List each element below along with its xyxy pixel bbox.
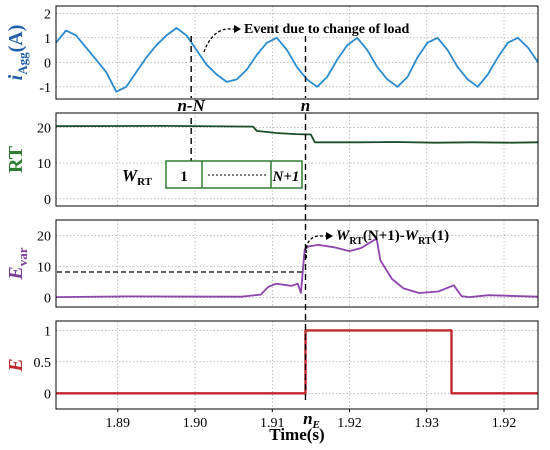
w-rt-sub: RT xyxy=(137,176,153,188)
x-tick-label-1: 1.90 xyxy=(183,416,208,431)
label-n-e: nE xyxy=(303,409,320,431)
x-tick-label-5: 1.92 xyxy=(492,416,517,431)
event-ylabel-main: E xyxy=(5,358,27,372)
current-ylabel-tail: (A) xyxy=(5,25,27,53)
event-series-line-0 xyxy=(56,329,538,395)
formula-w1: W xyxy=(336,228,351,244)
rt-ytick-label-1: 10 xyxy=(37,157,51,172)
window-box-last: N+1 xyxy=(272,169,300,185)
label-n-e-main: n xyxy=(303,409,312,428)
event-axes-frame xyxy=(55,320,539,410)
current-ylabel-sub: Agg xyxy=(15,52,30,75)
formula-t1: (N+1)- xyxy=(363,228,405,244)
event-arrow-line xyxy=(203,28,234,53)
formula-s2: RT xyxy=(418,236,432,247)
evar-ytick-label-2: 0 xyxy=(44,292,51,307)
evar-series-line-0 xyxy=(55,237,539,299)
event-arrow-head xyxy=(234,25,241,33)
event-label: Event due to change of load xyxy=(244,22,410,37)
evar-ytick-label-1: 10 xyxy=(37,261,51,276)
formula-label: WRT(N+1)-WRT(1) xyxy=(336,228,449,247)
formula-w2: W xyxy=(405,228,420,244)
formula-arrow-line xyxy=(305,235,326,259)
evar-ylabel-sub: var xyxy=(15,247,30,266)
formula-s1: RT xyxy=(349,236,363,247)
label-n-minus-N: n-N xyxy=(177,96,205,115)
label-n-e-sub: E xyxy=(312,419,320,431)
current-ytick-label-3: -1 xyxy=(39,81,51,96)
rt-ytick-label-2: 0 xyxy=(44,193,51,208)
event-ytick-label-1: 0.5 xyxy=(34,356,52,371)
x-tick-label-2: 1.91 xyxy=(260,416,285,431)
evar-axes-frame xyxy=(55,219,539,308)
current-series-line-0 xyxy=(55,27,539,93)
current-ytick-label-2: 0 xyxy=(44,56,51,71)
formula-arrow-head xyxy=(326,232,333,240)
event-ytick-label-0: 1 xyxy=(44,324,51,339)
event-ylabel: E xyxy=(5,358,27,372)
current-ylabel-main: i xyxy=(5,74,27,80)
w-rt-main: W xyxy=(122,166,139,185)
x-tick-label-0: 1.89 xyxy=(106,416,131,431)
formula-t2: (1) xyxy=(432,228,450,244)
x-axis-label: Time(s) xyxy=(269,425,324,444)
evar-ylabel: Evar xyxy=(5,247,30,280)
evar-ylabel-main: E xyxy=(5,266,27,280)
rt-ylabel: RT xyxy=(5,145,27,173)
evar-ytick-label-0: 20 xyxy=(37,230,51,245)
rt-ytick-label-0: 20 xyxy=(37,121,51,136)
rt-series-line-0 xyxy=(55,125,539,144)
current-axes-frame xyxy=(55,5,539,100)
current-ylabel: iAgg(A) xyxy=(5,25,30,81)
w-rt-label: WRT xyxy=(122,166,153,188)
current-ytick-label-0: 2 xyxy=(44,7,51,22)
label-n: n xyxy=(301,96,310,115)
window-box-first: 1 xyxy=(180,169,188,185)
rt-axes-frame xyxy=(55,112,539,207)
event-ytick-label-2: 0 xyxy=(44,387,51,402)
x-tick-label-4: 1.93 xyxy=(415,416,440,431)
x-tick-label-3: 1.92 xyxy=(337,416,362,431)
rt-ylabel-main: RT xyxy=(5,145,27,173)
current-ytick-label-1: 1 xyxy=(44,32,51,47)
